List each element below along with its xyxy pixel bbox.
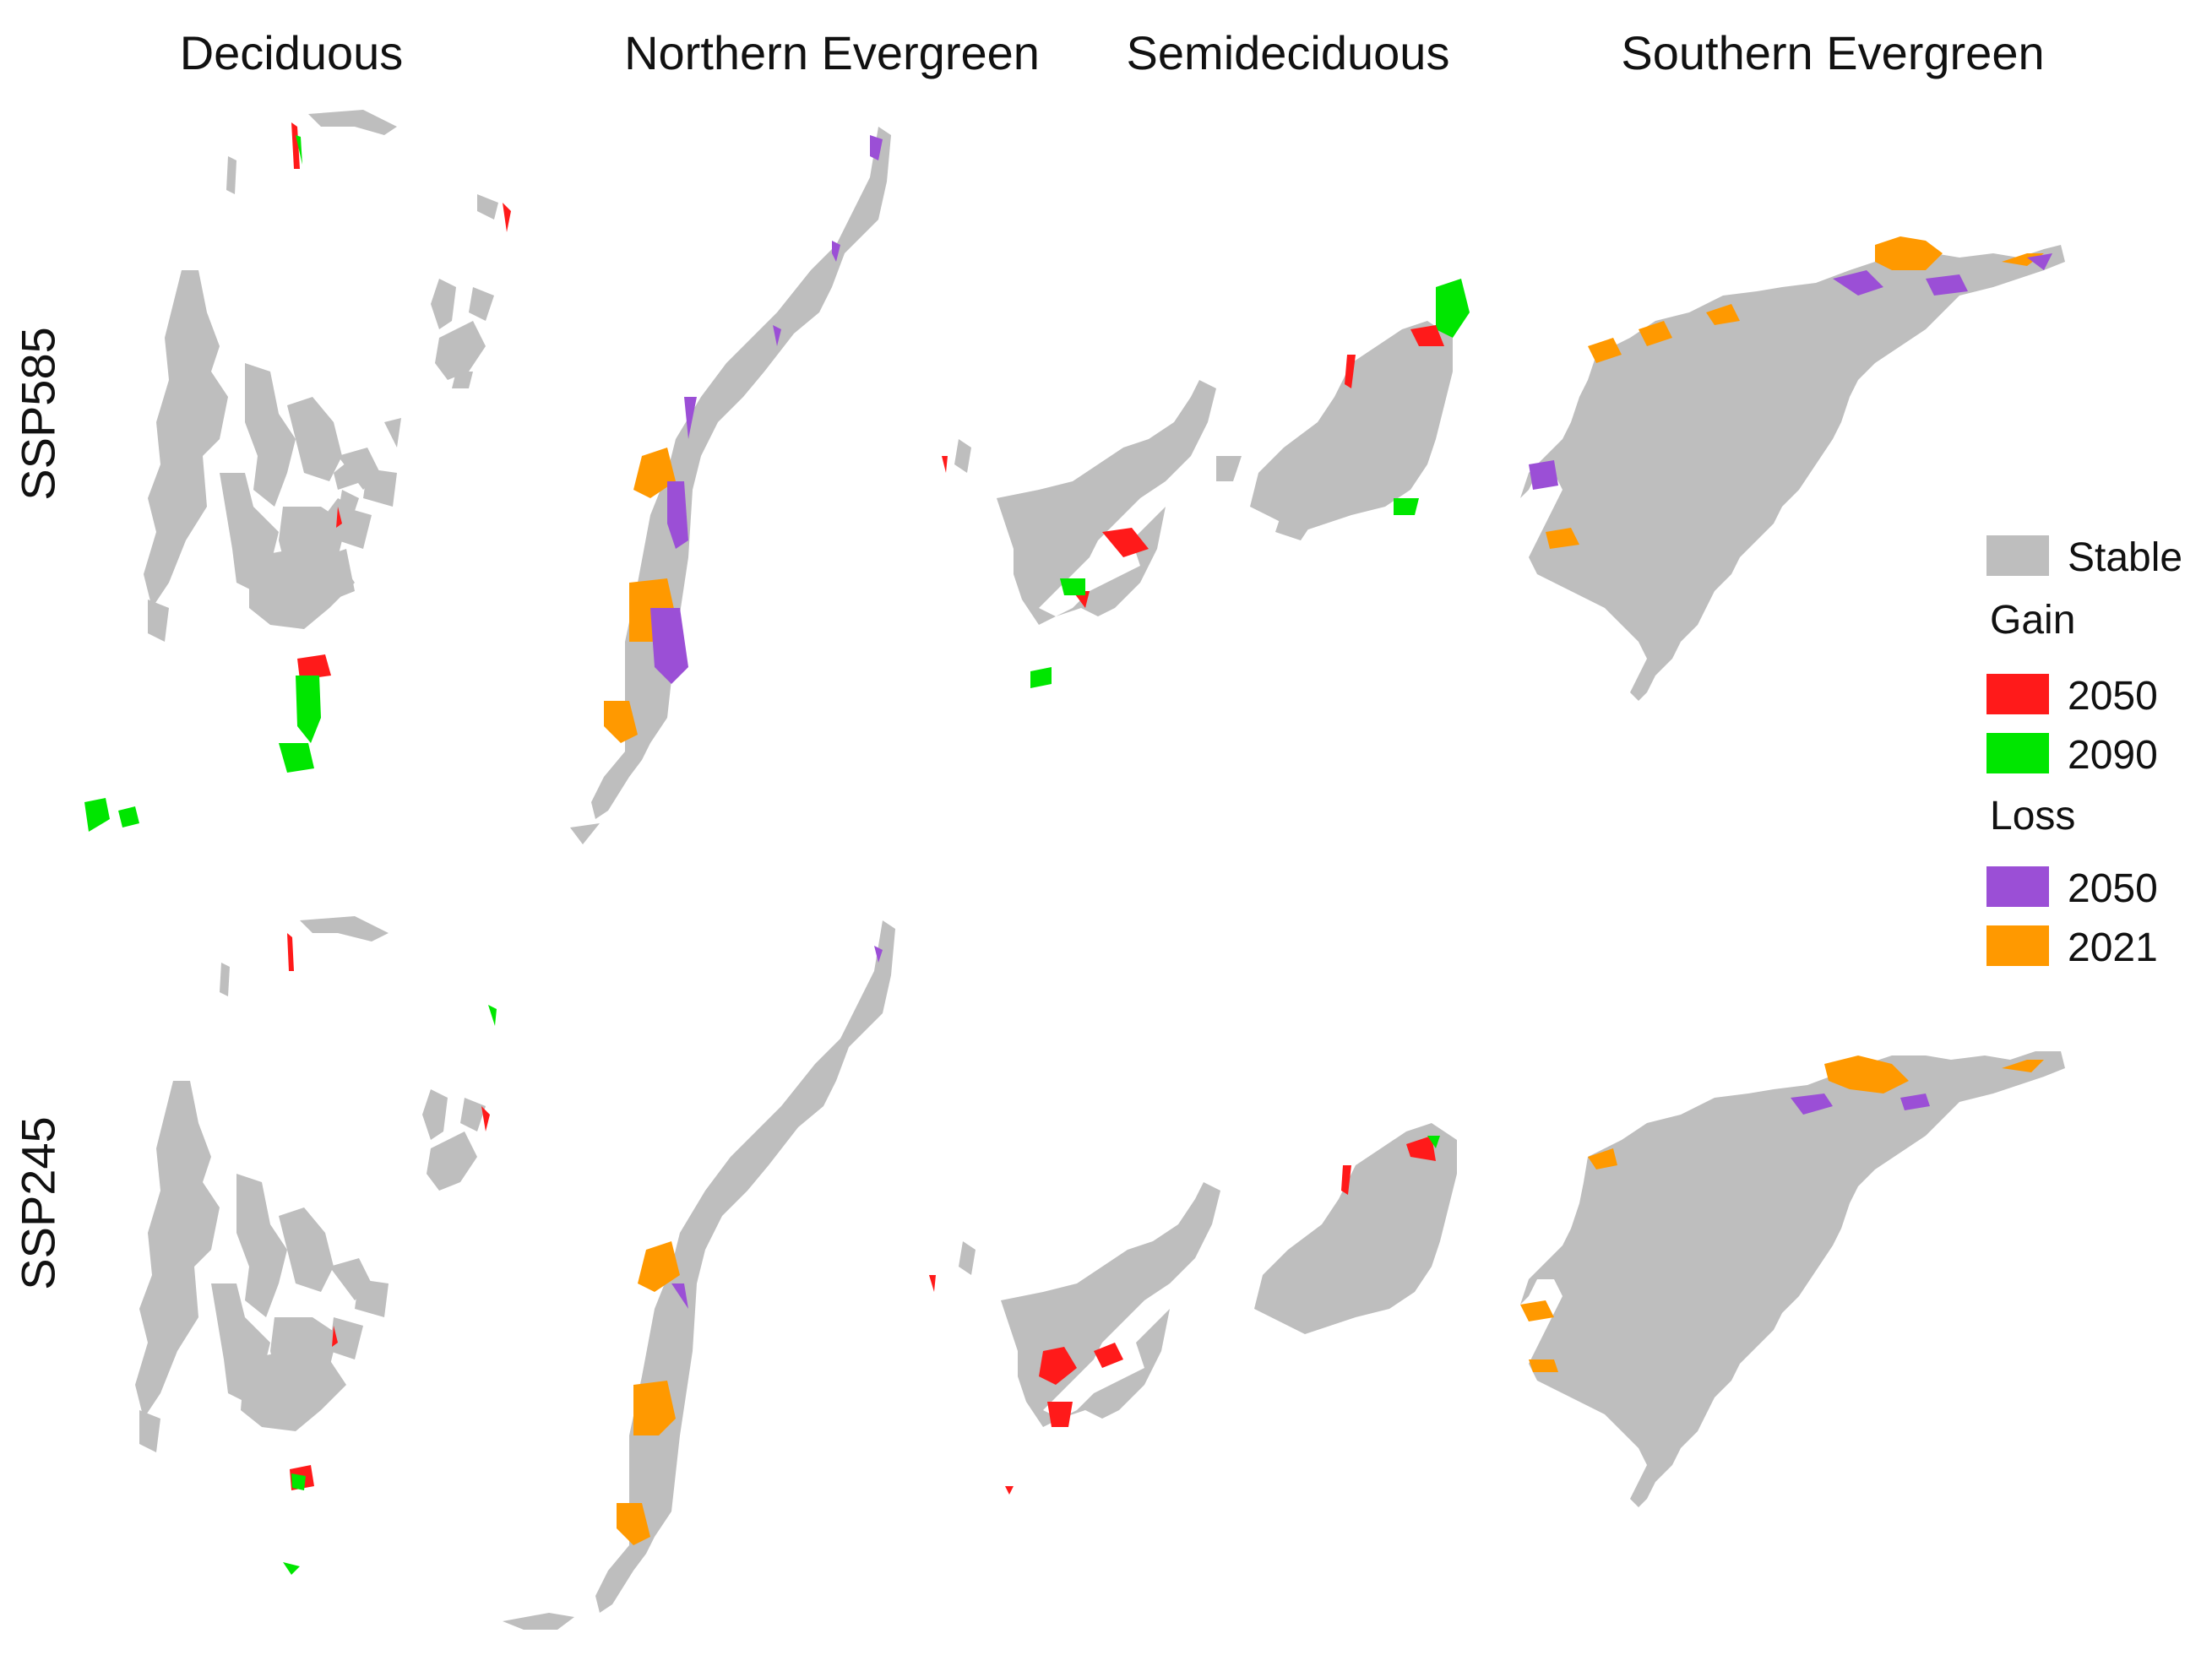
legend-title-loss: Loss [1990,794,2075,838]
legend-label-loss-2050: 2050 [2068,866,2158,911]
legend-label-gain-2050: 2050 [2068,674,2158,719]
map-southern-evergreen-ssp585 [1520,236,2065,701]
legend-swatch-loss-2021 [1986,925,2049,966]
column-title-deciduous: Deciduous [179,26,404,79]
column-title-southern-evergreen: Southern Evergreen [1621,26,2045,79]
column-title-semideciduous: Semideciduous [1126,26,1450,79]
map-southern-evergreen-ssp245 [1520,1051,2065,1507]
column-title-northern-evergreen: Northern Evergreen [624,26,1040,79]
legend-label-gain-2090: 2090 [2068,733,2158,778]
map-northern-evergreen-ssp245 [503,920,895,1630]
legend-title-gain: Gain [1990,598,2075,643]
legend-label-loss-2021: 2021 [2068,925,2158,970]
legend-label-stable: Stable [2068,535,2182,580]
map-deciduous-ssp585 [84,110,511,832]
legend: Stable Gain 2050 2090 Loss 2050 2021 [1986,535,2182,970]
legend-swatch-loss-2050 [1986,866,2049,907]
map-semideciduous-ssp245 [929,1123,1457,1495]
legend-swatch-gain-2050 [1986,674,2049,714]
legend-swatch-stable [1986,535,2049,576]
map-semideciduous-ssp585 [942,279,1470,688]
legend-swatch-gain-2090 [1986,733,2049,773]
map-deciduous-ssp245 [135,916,497,1575]
map-northern-evergreen-ssp585 [570,127,891,844]
